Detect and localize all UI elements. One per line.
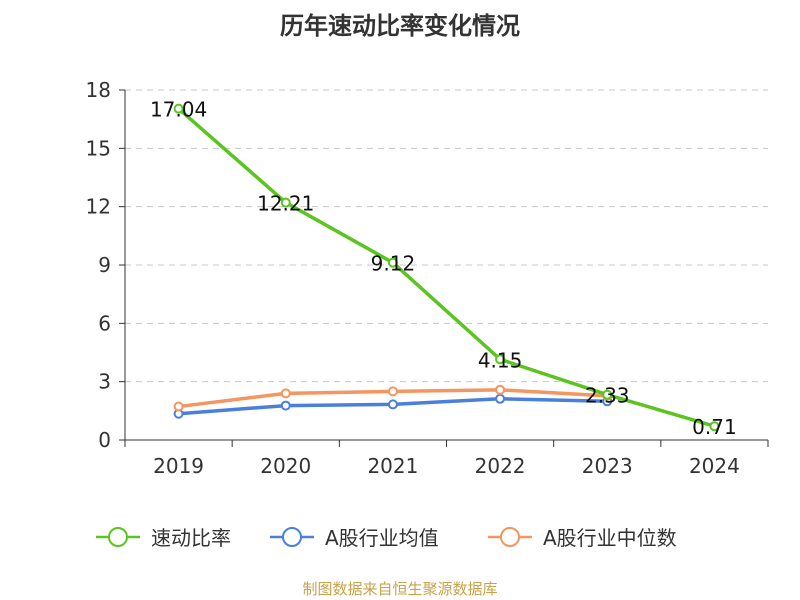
data-point (280, 388, 291, 399)
legend-marker (282, 527, 302, 547)
data-point (387, 399, 398, 410)
data-point (387, 257, 398, 268)
data-point (602, 389, 613, 400)
data-label-layer: 17.04 12.21 9.12 4.15 2.33 0.71 (150, 98, 737, 440)
data-point (495, 354, 506, 365)
legend-label: A股行业均值 (325, 526, 439, 550)
data-point (280, 400, 291, 411)
legend-label: A股行业中位数 (543, 526, 677, 550)
source-note: 制图数据来自恒生聚源数据库 (302, 580, 498, 598)
data-point (387, 386, 398, 397)
chart-title: 历年速动比率变化情况 (280, 12, 520, 40)
data-label: 9.12 (371, 252, 416, 276)
legend-marker (500, 527, 520, 547)
y-tick-label: 18 (86, 78, 111, 102)
x-tick-label: 2024 (689, 454, 740, 478)
x-tick-label: 2020 (260, 454, 311, 478)
legend: 速动比率 A股行业均值 A股行业中位数 (96, 526, 677, 550)
y-tick-label: 3 (98, 370, 111, 394)
data-point (495, 393, 506, 404)
legend-label: 速动比率 (151, 526, 231, 550)
legend-marker (108, 527, 128, 547)
x-tick-label: 2023 (582, 454, 633, 478)
data-point (495, 384, 506, 395)
y-tick-label: 15 (86, 136, 111, 160)
x-tick-label: 2022 (475, 454, 526, 478)
series-layer (173, 103, 720, 432)
data-label: 0.71 (692, 415, 737, 439)
y-tick-label: 6 (98, 311, 111, 335)
grid-layer (125, 89, 768, 383)
data-label: 4.15 (478, 348, 523, 372)
data-label: 2.33 (585, 384, 630, 408)
data-point (280, 197, 291, 208)
axis-layer: 0 3 6 9 12 15 18 2019 2020 2021 2022 2023 2024 (86, 78, 769, 478)
series-line (177, 107, 715, 428)
y-tick-label: 12 (86, 195, 111, 219)
data-point (709, 421, 720, 432)
data-point (173, 103, 184, 114)
data-point (173, 401, 184, 412)
x-tick-label: 2021 (367, 454, 418, 478)
y-tick-label: 9 (98, 253, 111, 277)
data-label: 17.04 (150, 98, 207, 122)
x-tick-label: 2019 (153, 454, 204, 478)
data-label: 12.21 (257, 192, 314, 216)
y-tick-label: 0 (98, 428, 111, 452)
